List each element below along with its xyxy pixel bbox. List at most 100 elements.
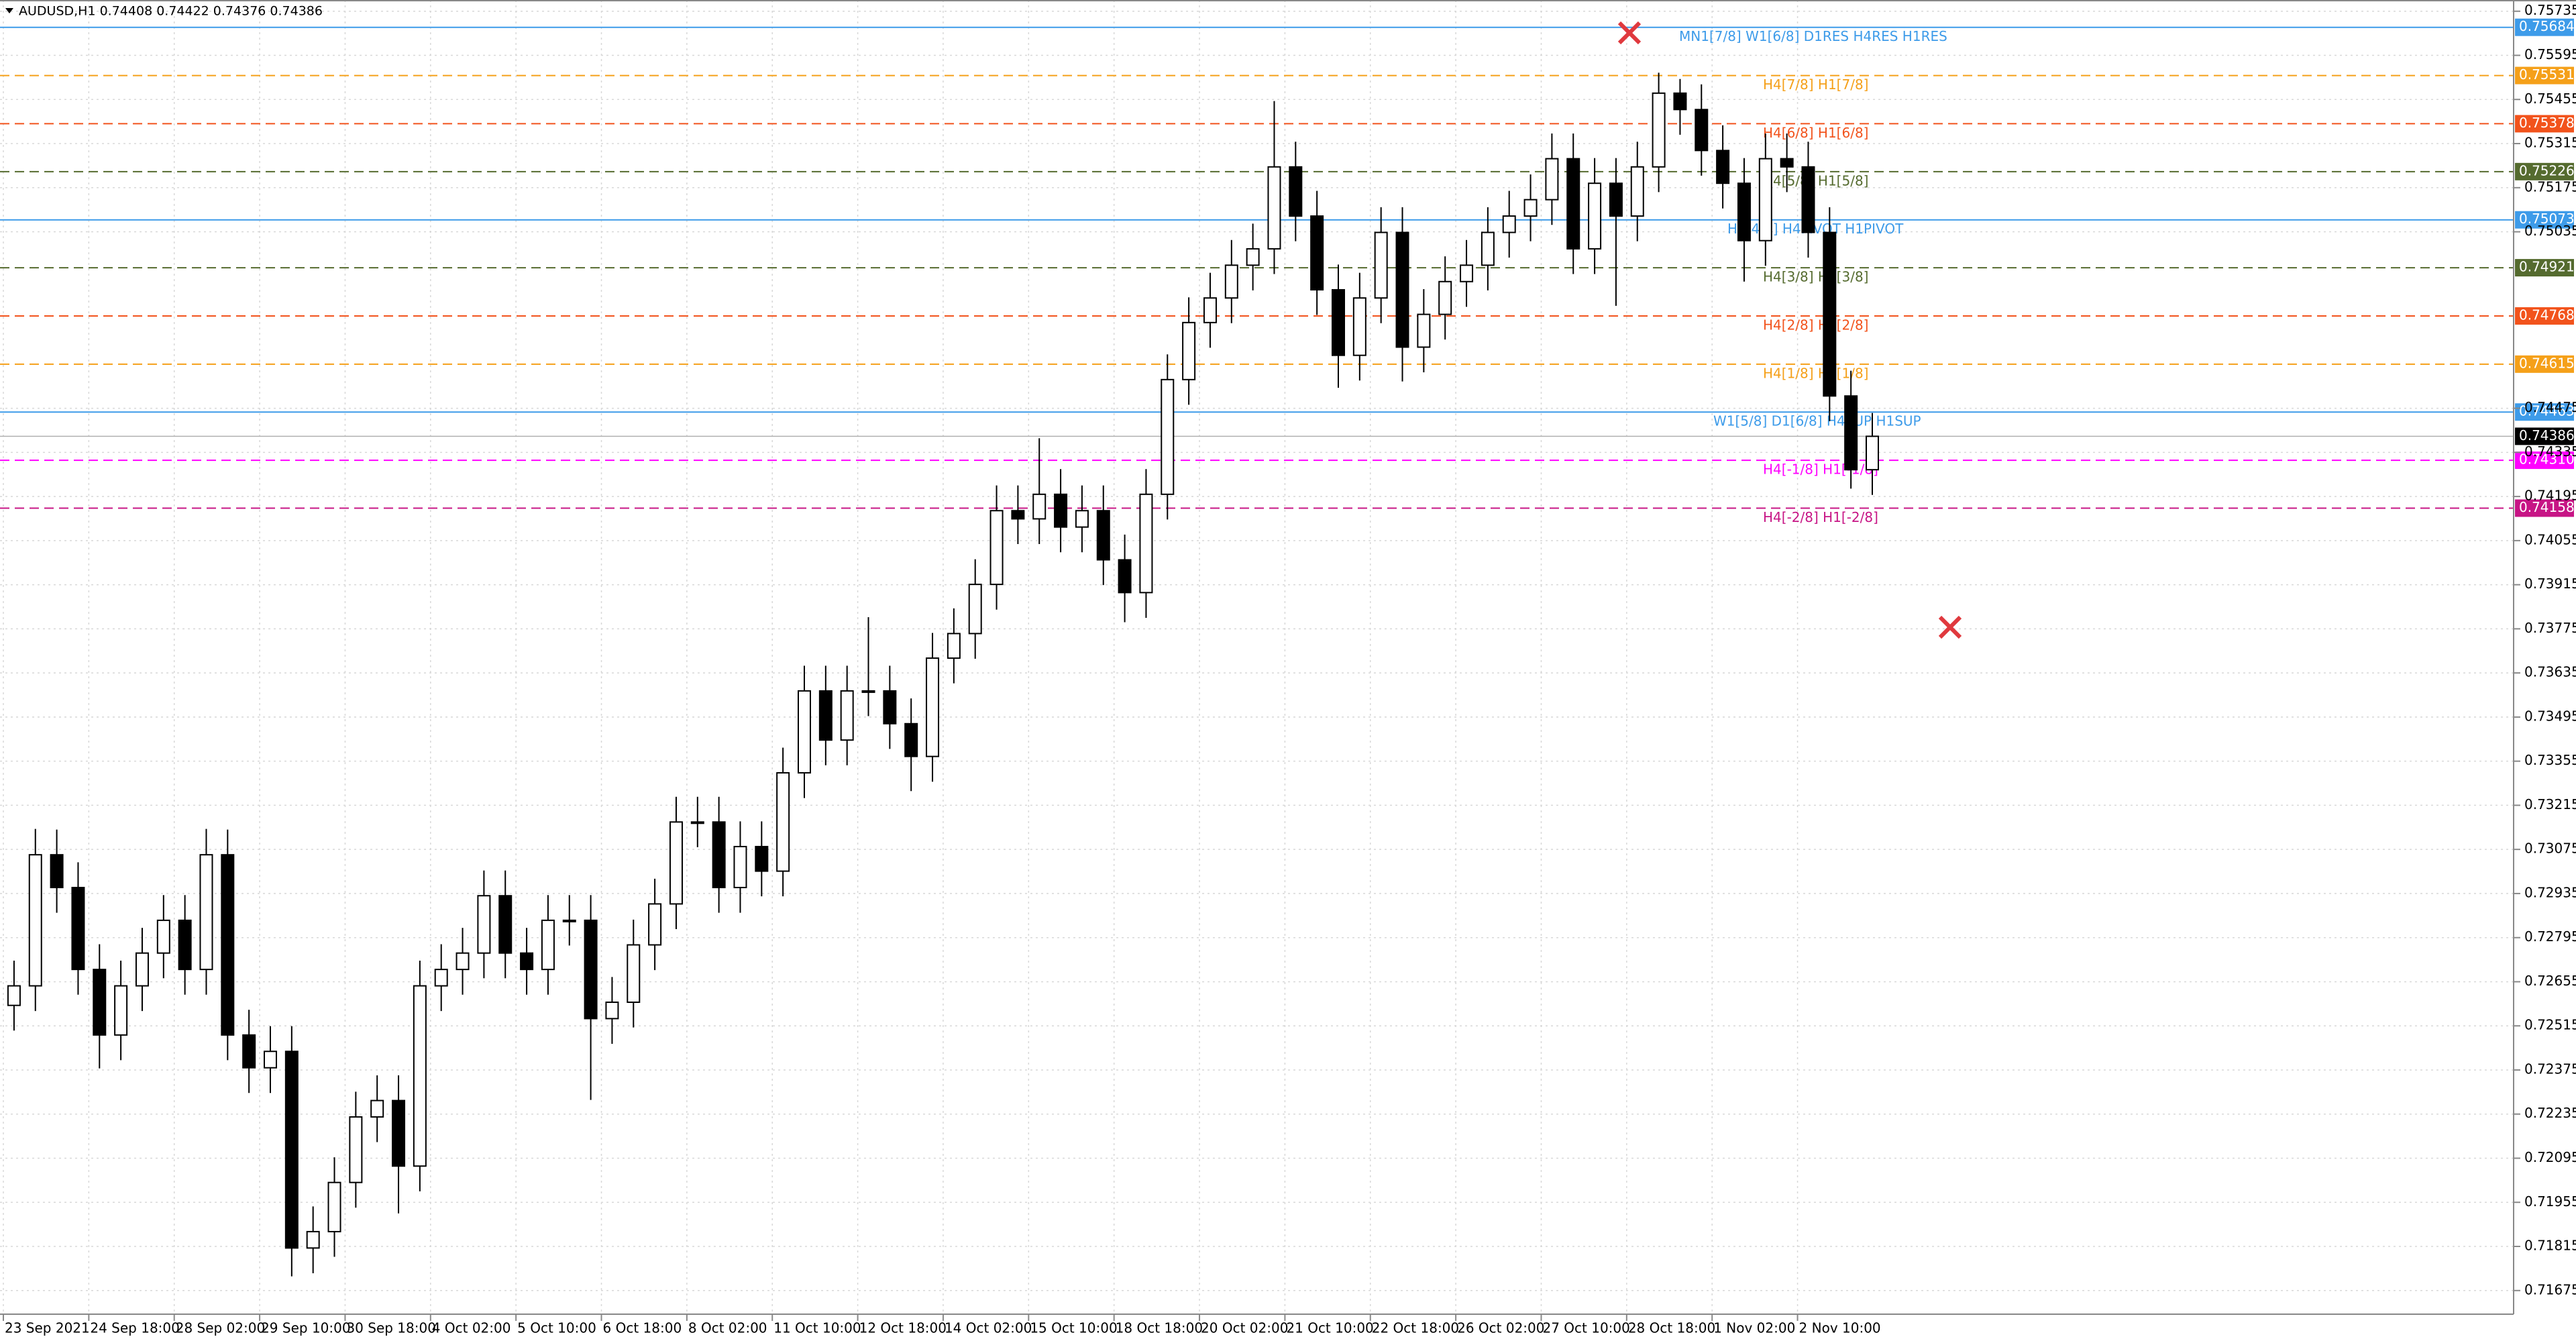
level-label: H4[-2/8] H1[-2/8] bbox=[1763, 509, 1878, 525]
axes: 0.75735 0.75595 0.75455 0.75315 0.75175 0.750… bbox=[3, 2, 2576, 1336]
level-price-label: 0.74615 bbox=[2519, 355, 2575, 371]
x-tick-label: 6 Oct 18:00 bbox=[603, 1320, 682, 1336]
candle-body bbox=[541, 919, 555, 971]
candle-body bbox=[264, 1051, 277, 1069]
candle-body bbox=[1609, 182, 1623, 217]
candle-body bbox=[883, 690, 897, 725]
candle-body bbox=[50, 854, 64, 889]
candle-body bbox=[861, 690, 875, 693]
candle-body bbox=[1332, 288, 1345, 356]
level-label: W1[5/8] D1[6/8] H4SUP H1SUP bbox=[1713, 413, 1921, 429]
level-price-box bbox=[2515, 211, 2574, 229]
candle-body bbox=[1139, 493, 1153, 594]
candle-body bbox=[1203, 297, 1217, 323]
x-tick-label: 20 Oct 02:00 bbox=[1201, 1320, 1288, 1336]
candle-body bbox=[1481, 231, 1495, 266]
candle-body bbox=[1395, 231, 1409, 348]
candle-body bbox=[156, 919, 170, 954]
level-price-label: 0.75226 bbox=[2519, 162, 2575, 178]
candle-body bbox=[135, 952, 149, 987]
candle-body bbox=[989, 510, 1004, 586]
menu-arrow bbox=[5, 8, 13, 13]
candles bbox=[7, 72, 1879, 1277]
x-tick-label: 23 Sep 2021 bbox=[5, 1320, 90, 1336]
level-label: H4[2/8] H1[2/8] bbox=[1763, 317, 1868, 333]
level-price-box bbox=[2515, 259, 2574, 277]
candle-body bbox=[71, 887, 85, 971]
candle-body bbox=[776, 772, 790, 872]
candle-body bbox=[1566, 158, 1580, 250]
candle-body bbox=[1673, 92, 1687, 111]
y-tick-label: 0.75175 bbox=[2524, 178, 2576, 195]
level-price-box bbox=[2515, 499, 2574, 517]
candle-body bbox=[1502, 215, 1516, 233]
candle-body bbox=[221, 854, 235, 1036]
candle-body bbox=[669, 821, 683, 905]
y-tick-label: 0.72655 bbox=[2524, 973, 2576, 989]
cross-marker bbox=[1938, 615, 1962, 639]
level-label: H4[5/8] H1[5/8] bbox=[1763, 172, 1868, 189]
candle-body bbox=[1011, 510, 1025, 520]
candle-body bbox=[1054, 493, 1068, 528]
y-tick-label: 0.75735 bbox=[2524, 2, 2576, 18]
y-tick-label: 0.74475 bbox=[2524, 399, 2576, 415]
candle-body bbox=[498, 895, 513, 954]
y-tick-label: 0.72095 bbox=[2524, 1149, 2576, 1165]
candle-body bbox=[327, 1181, 341, 1232]
x-tick-label: 11 Oct 10:00 bbox=[773, 1320, 861, 1336]
x-tick-label: 1 Nov 02:00 bbox=[1713, 1320, 1795, 1336]
y-tick-label: 0.73775 bbox=[2524, 620, 2576, 636]
candle-body bbox=[1310, 215, 1324, 290]
level-price-box bbox=[2515, 115, 2574, 133]
y-tick-label: 0.75035 bbox=[2524, 223, 2576, 239]
chart-title: AUDUSD,H1 0.74408 0.74422 0.74376 0.7438… bbox=[19, 4, 323, 19]
level-price-label: 0.75378 bbox=[2519, 115, 2575, 131]
candle-body bbox=[968, 584, 982, 635]
candle-body bbox=[1695, 109, 1709, 152]
y-tick-label: 0.71955 bbox=[2524, 1193, 2576, 1210]
candle-body bbox=[114, 985, 128, 1036]
x-tick-label: 12 Oct 18:00 bbox=[859, 1320, 947, 1336]
y-tick-label: 0.75315 bbox=[2524, 135, 2576, 151]
x-tick-label: 30 Sep 18:00 bbox=[346, 1320, 436, 1336]
level-price-label: 0.75073 bbox=[2519, 211, 2575, 227]
x-tick-label: 22 Oct 18:00 bbox=[1372, 1320, 1459, 1336]
candle-body bbox=[840, 690, 854, 741]
candle-body bbox=[712, 821, 726, 889]
candle-body bbox=[1758, 158, 1772, 242]
candle-body bbox=[947, 633, 961, 659]
level-price-label: 0.74310 bbox=[2519, 451, 2575, 468]
candle-body bbox=[370, 1100, 384, 1118]
candle-body bbox=[1267, 166, 1281, 250]
x-tick-label: 27 Oct 10:00 bbox=[1542, 1320, 1629, 1336]
candle-body bbox=[1118, 559, 1132, 594]
candle-body bbox=[477, 895, 491, 954]
level-label: H4[6/8] H1[6/8] bbox=[1763, 125, 1868, 141]
candle-body bbox=[1224, 264, 1238, 299]
candle-body bbox=[28, 854, 42, 987]
candle-body bbox=[1545, 158, 1559, 201]
candle-body bbox=[1780, 158, 1794, 168]
x-tick-label: 8 Oct 02:00 bbox=[688, 1320, 767, 1336]
x-tick-label: 5 Oct 10:00 bbox=[517, 1320, 596, 1336]
candle-body bbox=[284, 1051, 299, 1249]
level-price-label: 0.74463 bbox=[2519, 403, 2575, 419]
x-tick-label: 24 Sep 18:00 bbox=[90, 1320, 179, 1336]
y-tick-label: 0.71675 bbox=[2524, 1281, 2576, 1297]
candle-body bbox=[926, 657, 940, 757]
level-label: H4[3/8] H1[3/8] bbox=[1763, 269, 1868, 285]
candle-body bbox=[1096, 510, 1110, 561]
y-tick-label: 0.73355 bbox=[2524, 752, 2576, 768]
x-tick-label: 28 Oct 18:00 bbox=[1628, 1320, 1715, 1336]
candle-body bbox=[392, 1100, 406, 1167]
x-tick-label: 18 Oct 18:00 bbox=[1116, 1320, 1203, 1336]
candle-body bbox=[1075, 510, 1089, 528]
candle-body bbox=[1652, 92, 1666, 168]
level-price-box bbox=[2515, 403, 2574, 421]
level-label: H4[1/8] H1[1/8] bbox=[1763, 365, 1868, 381]
candle-body bbox=[690, 821, 704, 824]
y-tick-label: 0.72375 bbox=[2524, 1061, 2576, 1077]
candle-body bbox=[455, 952, 470, 971]
level-price-box bbox=[2515, 66, 2574, 85]
candle-body bbox=[1588, 182, 1602, 250]
